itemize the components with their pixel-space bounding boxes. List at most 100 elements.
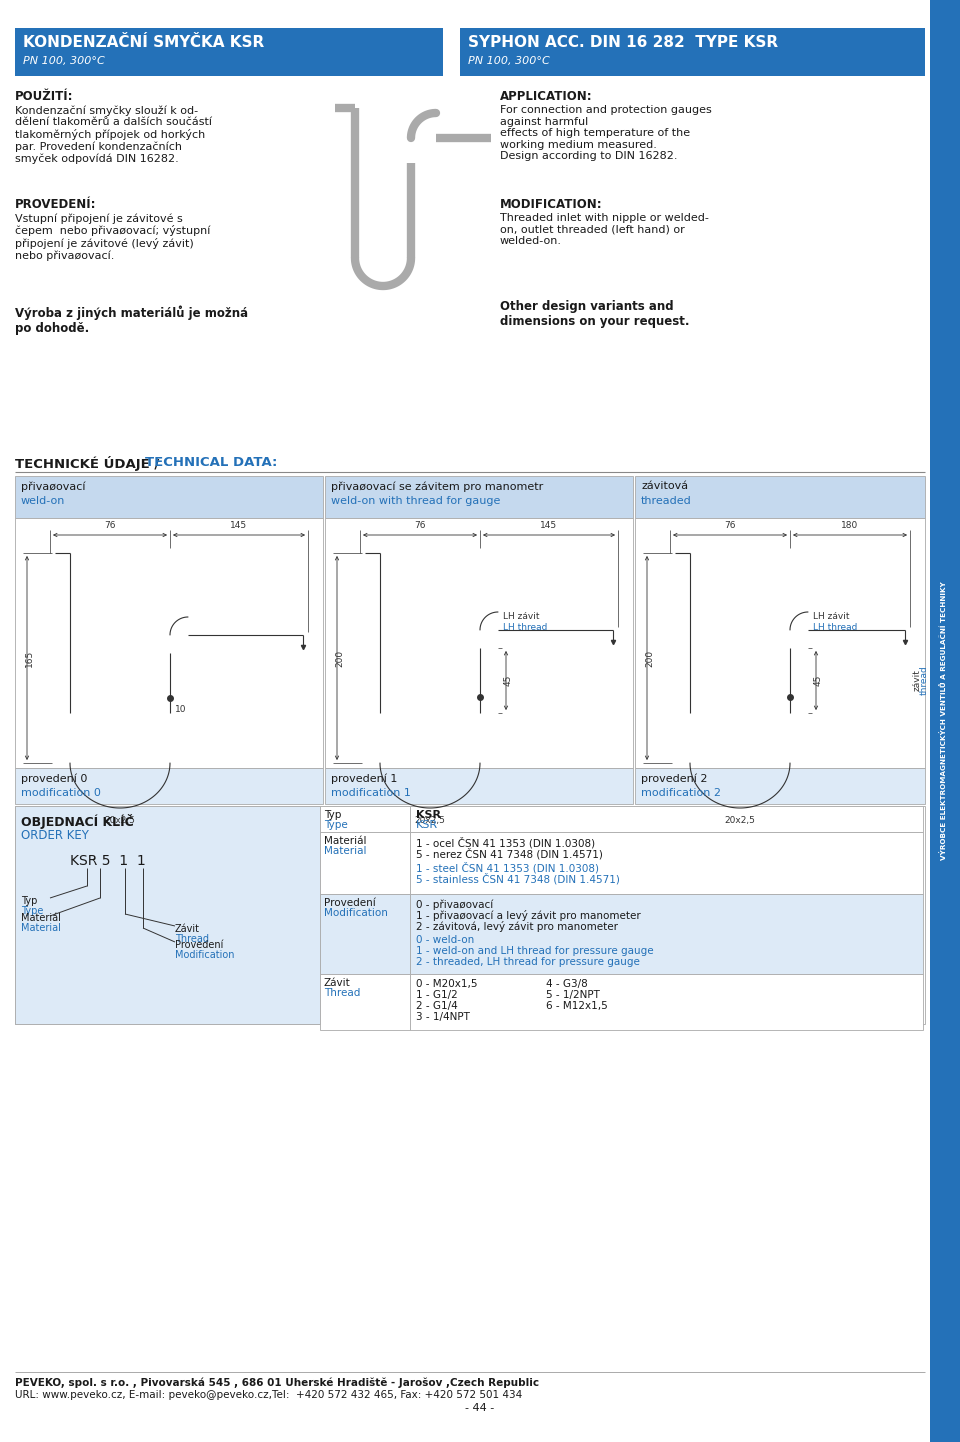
Text: modification 0: modification 0 <box>21 787 101 797</box>
Text: 5 - stainless ČSN 41 7348 (DIN 1.4571): 5 - stainless ČSN 41 7348 (DIN 1.4571) <box>416 872 620 884</box>
Text: Other design variants and
dimensions on your request.: Other design variants and dimensions on … <box>500 300 689 327</box>
Text: Material: Material <box>21 923 60 933</box>
Text: Závit: Závit <box>175 924 200 934</box>
Bar <box>320 806 410 832</box>
Text: threaded: threaded <box>641 496 692 506</box>
Bar <box>410 806 923 832</box>
Text: 45: 45 <box>814 675 823 686</box>
Text: 165: 165 <box>25 649 34 666</box>
Text: 10: 10 <box>175 705 186 714</box>
Text: 45: 45 <box>504 675 513 686</box>
Bar <box>15 518 323 769</box>
Text: 1 - přivaøovací a levý závit pro manometer: 1 - přivaøovací a levý závit pro manomet… <box>416 910 640 921</box>
Text: přivaøovací se závitem pro manometr: přivaøovací se závitem pro manometr <box>331 482 543 492</box>
Text: Provedení: Provedení <box>324 898 375 908</box>
Text: 1 - ocel ČSN 41 1353 (DIN 1.0308): 1 - ocel ČSN 41 1353 (DIN 1.0308) <box>416 836 595 848</box>
Text: PN 100, 300°C: PN 100, 300°C <box>468 56 550 66</box>
Bar <box>325 769 633 805</box>
Text: Kondenzační smyčky slouží k od-
dělení tlakoměrů a dalších součástí
tlakoměrných: Kondenzační smyčky slouží k od- dělení t… <box>15 105 212 164</box>
Text: Typ: Typ <box>324 810 342 820</box>
Text: LH závit: LH závit <box>813 611 850 622</box>
Text: KONDENZAČNÍ SMYČKA KSR: KONDENZAČNÍ SMYČKA KSR <box>23 35 264 50</box>
Text: 1 - steel ČSN 41 1353 (DIN 1.0308): 1 - steel ČSN 41 1353 (DIN 1.0308) <box>416 862 599 874</box>
Text: 5 - nerez ČSN 41 7348 (DIN 1.4571): 5 - nerez ČSN 41 7348 (DIN 1.4571) <box>416 848 603 859</box>
Text: KSR 5  1  1: KSR 5 1 1 <box>70 854 146 868</box>
Text: 20x2,5: 20x2,5 <box>105 816 135 825</box>
Bar <box>635 518 925 769</box>
Text: 145: 145 <box>230 521 248 531</box>
Text: 2 - závitová, levý závit pro manometer: 2 - závitová, levý závit pro manometer <box>416 921 618 932</box>
Text: 145: 145 <box>540 521 558 531</box>
Text: Thread: Thread <box>175 934 209 945</box>
Text: KSR: KSR <box>416 810 441 820</box>
Bar <box>410 894 923 973</box>
Bar <box>635 476 925 518</box>
Text: Material: Material <box>324 846 367 857</box>
Text: 5 - 1/2NPT: 5 - 1/2NPT <box>546 991 600 999</box>
Text: provedení 0: provedení 0 <box>21 773 87 783</box>
Text: For connection and protection gauges
against harmful
effects of high temperature: For connection and protection gauges aga… <box>500 105 711 162</box>
Bar <box>15 769 323 805</box>
Bar <box>15 476 323 518</box>
Text: 180: 180 <box>841 521 858 531</box>
Text: Provedení: Provedení <box>175 940 224 950</box>
Text: Modification: Modification <box>175 950 234 960</box>
Text: 2 - threaded, LH thread for pressure gauge: 2 - threaded, LH thread for pressure gau… <box>416 957 640 968</box>
Text: Type: Type <box>324 820 348 831</box>
Text: weld-on with thread for gauge: weld-on with thread for gauge <box>331 496 500 506</box>
Bar <box>325 476 633 518</box>
Text: OBJEDNACÍ KLÍČ: OBJEDNACÍ KLÍČ <box>21 813 133 829</box>
Text: 20x2,5: 20x2,5 <box>415 816 445 825</box>
Text: 6 - M12x1,5: 6 - M12x1,5 <box>546 1001 608 1011</box>
Bar <box>635 769 925 805</box>
Text: 1 - weld-on and LH thread for pressure gauge: 1 - weld-on and LH thread for pressure g… <box>416 946 654 956</box>
Text: závitová: závitová <box>641 482 688 490</box>
Text: modification 2: modification 2 <box>641 787 721 797</box>
Text: Výroba z jiných materiálů je možná
po dohodě.: Výroba z jiných materiálů je možná po do… <box>15 306 248 335</box>
Text: KSR: KSR <box>416 820 438 831</box>
Text: 200: 200 <box>335 649 344 666</box>
Text: 0 - M20x1,5: 0 - M20x1,5 <box>416 979 477 989</box>
Text: APPLICATION:: APPLICATION: <box>500 89 592 102</box>
Bar <box>325 518 633 769</box>
Bar <box>320 832 410 894</box>
Text: Modification: Modification <box>324 908 388 919</box>
Text: závit: závit <box>913 669 922 691</box>
Text: thread: thread <box>920 665 928 695</box>
Bar <box>320 894 410 973</box>
Text: Materiál: Materiál <box>324 836 367 846</box>
Text: 4 - G3/8: 4 - G3/8 <box>546 979 588 989</box>
Text: TECHNICKÉ ÚDAJE /: TECHNICKÉ ÚDAJE / <box>15 456 164 472</box>
Bar <box>460 27 925 76</box>
Text: Materiál: Materiál <box>21 913 60 923</box>
Text: 3 - 1/4NPT: 3 - 1/4NPT <box>416 1012 469 1022</box>
Text: provedení 2: provedení 2 <box>641 773 708 783</box>
Text: LH závit: LH závit <box>503 611 540 622</box>
Bar <box>15 27 443 76</box>
Text: PEVEKO, spol. s r.o. , Pivovarská 545 , 686 01 Uherské Hradiště - Jarošov ,Czech: PEVEKO, spol. s r.o. , Pivovarská 545 , … <box>15 1377 540 1387</box>
Text: přivaøovací: přivaøovací <box>21 482 85 492</box>
Text: 76: 76 <box>724 521 735 531</box>
Text: 1 - G1/2: 1 - G1/2 <box>416 991 458 999</box>
Text: 76: 76 <box>105 521 116 531</box>
Text: URL: www.peveko.cz, E-mail: peveko@peveko.cz,Tel:  +420 572 432 465, Fax: +420 5: URL: www.peveko.cz, E-mail: peveko@pevek… <box>15 1390 522 1400</box>
Text: 76: 76 <box>415 521 425 531</box>
Text: Závit: Závit <box>324 978 350 988</box>
Text: SYPHON ACC. DIN 16 282  TYPE KSR: SYPHON ACC. DIN 16 282 TYPE KSR <box>468 35 779 50</box>
Bar <box>410 832 923 894</box>
Bar <box>320 973 410 1030</box>
Text: ORDER KEY: ORDER KEY <box>21 829 89 842</box>
Text: VÝROBCE ELEKTROMAGNETICKÝCH VENTILŮ A REGULAČNÍ TECHNIKY: VÝROBCE ELEKTROMAGNETICKÝCH VENTILŮ A RE… <box>941 581 948 861</box>
Text: 2 - G1/4: 2 - G1/4 <box>416 1001 458 1011</box>
Text: PN 100, 300°C: PN 100, 300°C <box>23 56 105 66</box>
Text: 0 - weld-on: 0 - weld-on <box>416 934 474 945</box>
Text: PROVEDENÍ:: PROVEDENÍ: <box>15 198 97 211</box>
Bar <box>15 806 320 1024</box>
Bar <box>410 973 923 1030</box>
Text: LH thread: LH thread <box>503 623 547 632</box>
Bar <box>930 0 960 1442</box>
Text: Thread: Thread <box>324 988 360 998</box>
Text: weld-on: weld-on <box>21 496 65 506</box>
Text: Typ: Typ <box>21 895 37 906</box>
Bar <box>15 806 925 1024</box>
